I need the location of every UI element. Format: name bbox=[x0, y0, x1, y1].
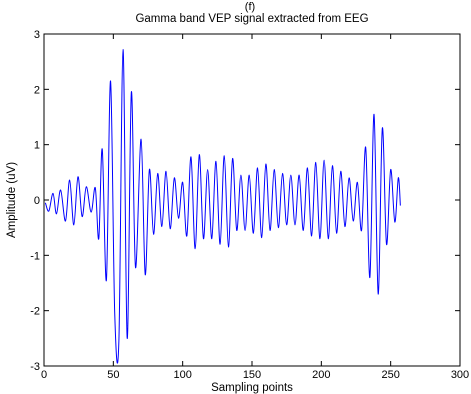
y-tick-label: 3 bbox=[34, 29, 40, 41]
x-tick-label: 0 bbox=[41, 369, 47, 381]
signal-line bbox=[44, 48, 401, 364]
plot-area bbox=[43, 33, 461, 367]
x-tick-label: 200 bbox=[312, 369, 330, 381]
x-axis-label: Sampling points bbox=[211, 382, 293, 394]
chart-title: Gamma band VEP signal extracted from EEG bbox=[135, 13, 368, 25]
y-axis-label: Amplitude (uV) bbox=[6, 162, 18, 238]
x-tick-label: 150 bbox=[243, 369, 261, 381]
x-tick-label: 300 bbox=[451, 369, 469, 381]
panel-label: (f) bbox=[245, 1, 255, 13]
x-tick-label: 100 bbox=[173, 369, 191, 381]
y-tick-label: 2 bbox=[34, 84, 40, 96]
x-tick-label: 50 bbox=[107, 369, 119, 381]
y-tick-label: 0 bbox=[34, 195, 40, 207]
x-tick-label: 250 bbox=[381, 369, 399, 381]
y-tick-label: -1 bbox=[30, 250, 40, 262]
y-axis: -3 -2 -1 0 1 2 3 bbox=[30, 29, 460, 373]
plot-lines bbox=[44, 48, 401, 364]
y-tick-label: -3 bbox=[30, 361, 40, 373]
x-axis: 0 50 100 150 200 250 300 bbox=[41, 34, 469, 381]
y-tick-label: -2 bbox=[30, 306, 40, 318]
y-tick-label: 1 bbox=[34, 140, 40, 152]
